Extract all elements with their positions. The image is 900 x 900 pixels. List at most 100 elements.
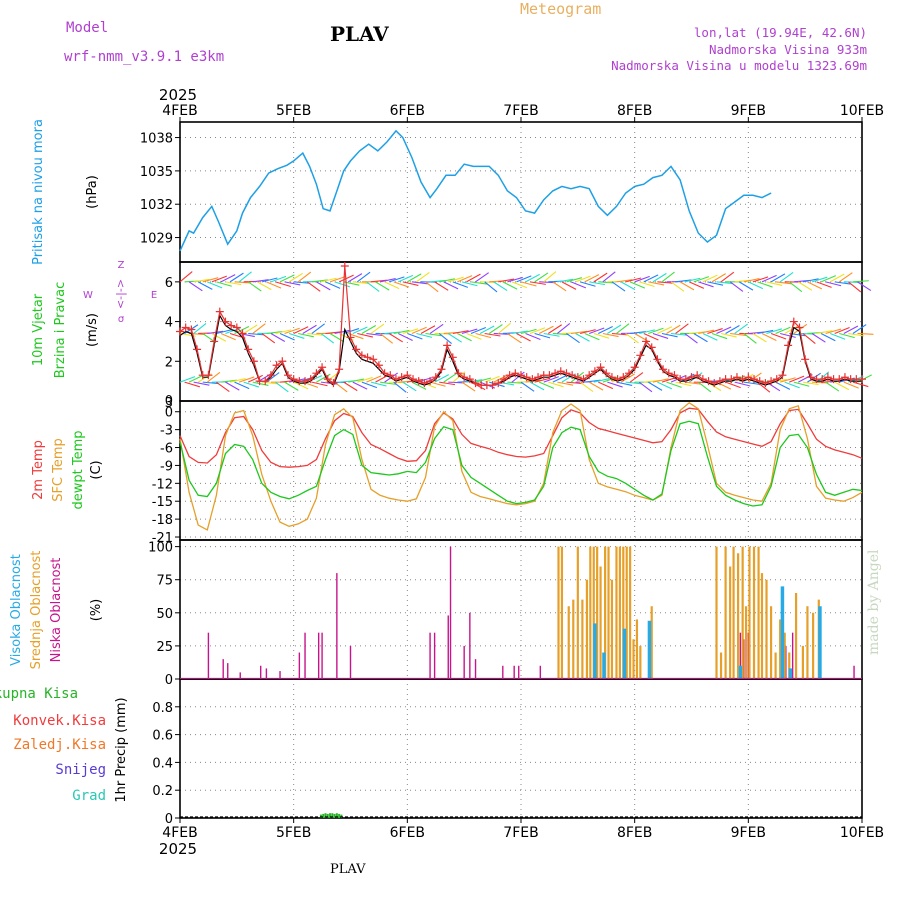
wind-speed-marker (301, 377, 310, 386)
wind-speed-marker (585, 371, 594, 380)
wind-barb (802, 278, 819, 283)
wind-barb (593, 272, 608, 283)
wind-barb (852, 381, 869, 388)
cloud-axis-label-1: Visoka Oblacnost (9, 554, 24, 666)
wind-barb (793, 381, 810, 387)
wind-barb (589, 281, 606, 286)
wind-barb (461, 281, 478, 287)
wind-speed-marker (522, 373, 531, 382)
wind-barb (452, 330, 469, 335)
wind-barb (611, 332, 628, 336)
wind-barb (270, 333, 286, 342)
wind-barb (598, 325, 613, 334)
wind-barb (684, 381, 701, 385)
wind-barb (798, 281, 813, 291)
wind-barb (579, 329, 596, 335)
wind-barb (552, 374, 568, 383)
wind-barb (693, 333, 708, 343)
wind-speed-marker (403, 371, 412, 380)
wind-speed-marker (727, 375, 736, 384)
wind-speed-marker (858, 375, 866, 384)
wind-barb (548, 381, 564, 388)
wind-barb (852, 324, 867, 334)
wind-speed-marker (562, 369, 571, 378)
wind-speed-marker (249, 357, 258, 366)
wind-barb (234, 281, 251, 284)
wind-barb (334, 281, 350, 288)
wind-barb (507, 276, 523, 283)
wind-barb (707, 328, 723, 335)
wind-barb (184, 381, 201, 388)
wind-barb (643, 332, 659, 341)
wind-barb (848, 281, 862, 293)
wind-barb (429, 381, 446, 387)
wind-barb (379, 333, 394, 344)
wind-speed-marker (761, 379, 770, 388)
wind-barb (711, 332, 728, 340)
wind-barb (197, 281, 213, 290)
wind-barb (734, 323, 748, 334)
wind-speed-marker (426, 377, 435, 386)
precip-legend-3: Snijeg (55, 762, 106, 778)
wind-barb (306, 281, 321, 292)
wind-speed-marker (715, 377, 724, 386)
wind-barb (748, 372, 762, 383)
wind-barb (625, 333, 639, 344)
wind-barb (843, 381, 859, 389)
wind-barb (293, 381, 309, 390)
wind-barb (361, 381, 378, 389)
wind-barb (248, 332, 265, 336)
wind-speed-marker (551, 369, 560, 378)
wind-barb (238, 376, 255, 383)
wind-speed-marker (806, 373, 815, 382)
wind-barb (302, 324, 317, 334)
x-tick-label: 5FEB (276, 103, 311, 119)
x-tick-label: 5FEB (276, 825, 311, 841)
x-tick-label: 7FEB (503, 103, 538, 119)
y-tick-label: 0 (165, 673, 173, 688)
wind-barb (352, 381, 368, 390)
wind-speed-marker (391, 375, 400, 384)
wind-barb (284, 381, 299, 391)
y-tick-label: 1032 (140, 198, 173, 213)
y-tick-label: 0.6 (152, 729, 173, 744)
wind-barb (529, 381, 545, 391)
wind-barb (357, 332, 374, 338)
wind-compass-w: W (83, 290, 93, 301)
y-tick-label: 2 (165, 355, 173, 370)
wind-barb (639, 281, 655, 288)
wind-barb (766, 281, 783, 286)
wind-barb (675, 279, 692, 283)
wind-barb (466, 273, 481, 283)
wind-speed-marker (181, 323, 190, 332)
wind-barb (439, 278, 455, 283)
wind-barb (788, 281, 803, 293)
wind-barb (329, 333, 345, 343)
wind-barb (388, 276, 405, 283)
wind-barb (207, 281, 223, 289)
wind-barb (389, 381, 406, 384)
wind-barb (525, 273, 540, 283)
wind-barb (270, 275, 287, 283)
wind-barb (275, 329, 292, 335)
wind-speed-marker (318, 363, 327, 372)
wind-barb (229, 378, 246, 383)
wind-barb (584, 332, 600, 341)
wind-speed-marker (369, 355, 378, 364)
model-label: Model (66, 20, 109, 36)
wind-barb (298, 332, 314, 338)
wind-barb (561, 281, 577, 290)
wind-barb (666, 381, 682, 388)
wind-barb (311, 323, 325, 334)
wind-speed-marker (312, 369, 321, 378)
wind-speed-marker (352, 345, 361, 354)
wind-barb (188, 374, 204, 383)
wind-barb (402, 328, 419, 335)
wind-barb (420, 325, 436, 334)
wind-barb (779, 272, 794, 283)
wind-barb (661, 271, 675, 283)
wind-speed-marker (278, 357, 287, 366)
wind-barb (516, 275, 532, 283)
wind-barb (634, 275, 650, 283)
